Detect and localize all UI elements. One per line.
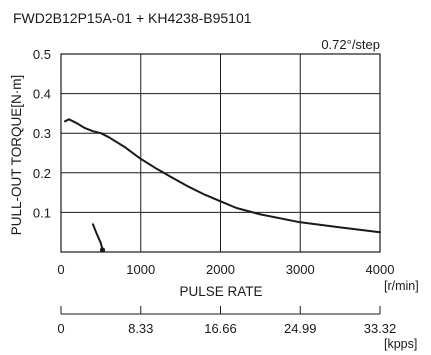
- chart-title: FWD2B12P15A-01 + KH4238-B95101: [13, 10, 252, 26]
- secondary-tick-label: 0: [57, 321, 64, 336]
- y-tick-label: 0.3: [33, 126, 51, 141]
- secondary-tick-label: 33.32: [364, 321, 397, 336]
- x-axis-unit: [r/min]: [384, 279, 419, 293]
- y-tick-label: 0.2: [33, 166, 51, 181]
- start-torque-curve: [91, 223, 104, 251]
- x-tick-label: 4000: [366, 262, 395, 277]
- secondary-axis-unit: [kpps]: [384, 337, 417, 351]
- secondary-tick-label: 16.66: [204, 321, 237, 336]
- secondary-tick-label: 24.99: [284, 321, 317, 336]
- y-axis-label: PULL-OUT TORQUE[N·m]: [9, 75, 24, 236]
- x-tick-label: 1000: [126, 262, 155, 277]
- curve-end-dot: [99, 247, 106, 253]
- x-tick-label: 3000: [286, 262, 315, 277]
- x-axis-label: PULSE RATE: [179, 284, 262, 299]
- plot-frame: [60, 53, 381, 253]
- plot-area: 0.1 0.2 0.3 0.4 0.5 0 1000 2000 3000 4000 0 8.33 16.…: [33, 47, 396, 336]
- step-angle-annotation: 0.72°/step: [321, 37, 380, 52]
- y-tick-label: 0.4: [33, 87, 51, 102]
- y-tick-label: 0.5: [33, 47, 51, 62]
- secondary-tick-label: 8.33: [128, 321, 153, 336]
- y-tick-label: 0.1: [33, 205, 51, 220]
- x-tick-label: 0: [57, 262, 64, 277]
- pullout-torque-curve: [64, 118, 381, 234]
- x-tick-label: 2000: [206, 262, 235, 277]
